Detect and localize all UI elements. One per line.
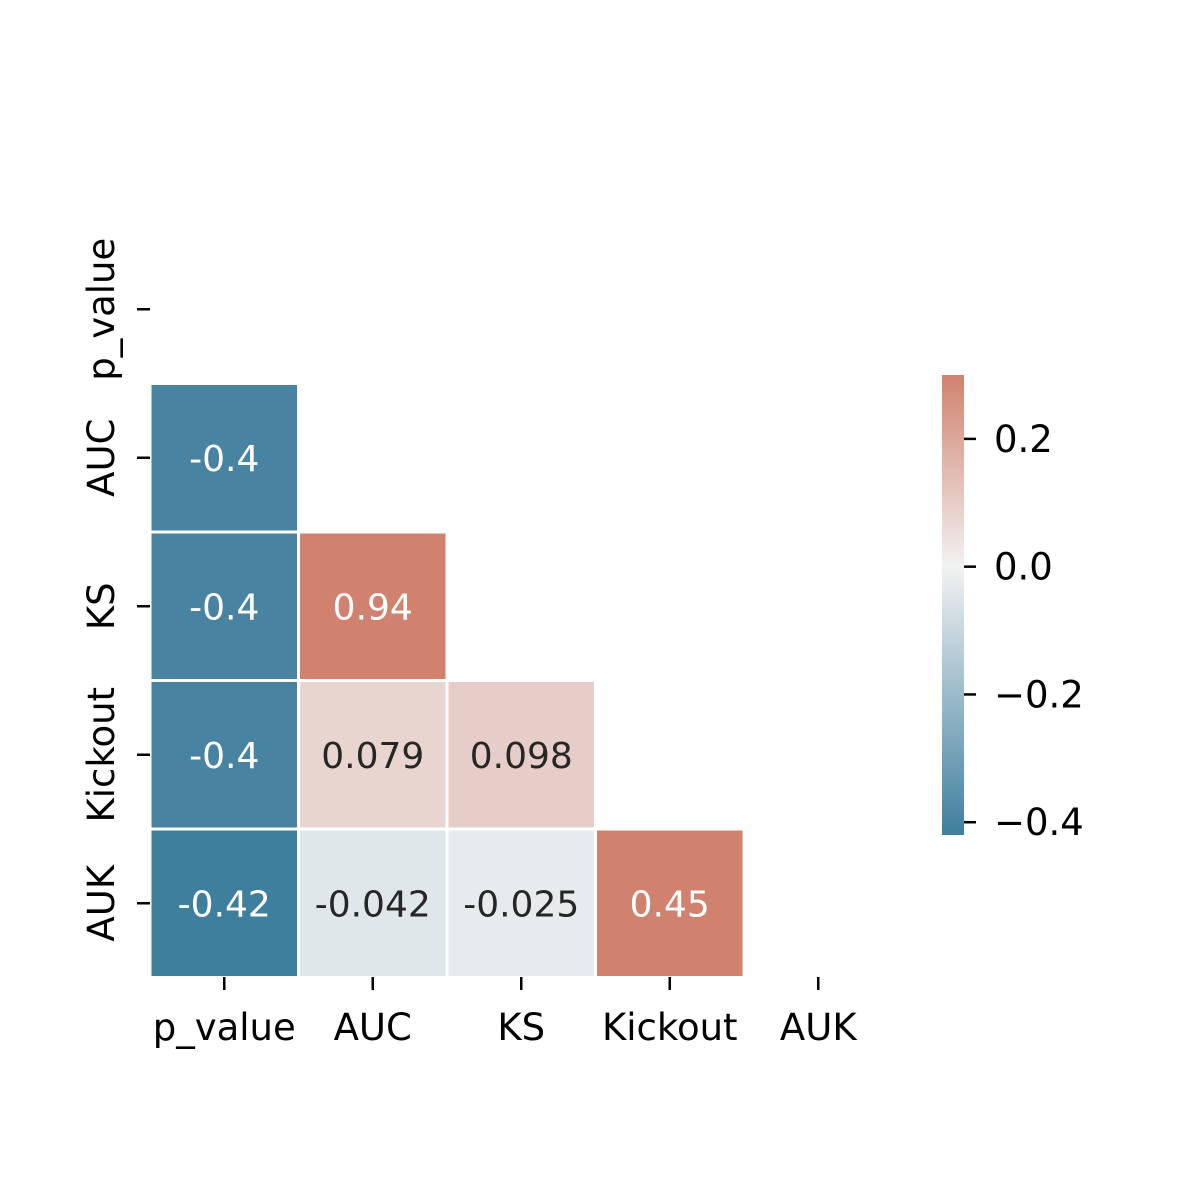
x-tick-label: AUK <box>780 1006 858 1049</box>
cell-value-label: -0.42 <box>178 884 271 925</box>
heatmap-cell <box>148 382 300 534</box>
x-tick-label: Kickout <box>602 1006 738 1049</box>
heatmap-cell <box>594 827 746 979</box>
heatmap-cell <box>297 827 449 979</box>
cell-value-label: -0.4 <box>189 736 259 777</box>
cell-value-label: -0.042 <box>315 884 431 925</box>
heatmap-cell <box>297 530 449 682</box>
y-tick-label: AUC <box>80 419 123 497</box>
colorbar-tick-label: −0.4 <box>994 801 1084 844</box>
heatmap-cell <box>148 530 300 682</box>
heatmap-cell <box>445 679 597 831</box>
cell-value-label: -0.4 <box>189 439 259 480</box>
cell-value-label: -0.4 <box>189 587 259 628</box>
y-tick-label: Kickout <box>80 687 123 823</box>
colorbar-tick-label: −0.2 <box>994 673 1084 716</box>
cell-value-label: -0.025 <box>463 884 579 925</box>
y-tick-label: KS <box>80 582 123 630</box>
y-tick-label: AUK <box>80 863 123 941</box>
y-tick-label: p_value <box>80 238 123 381</box>
cell-value-label: 0.45 <box>630 884 710 925</box>
x-tick-label: p_value <box>153 1006 296 1049</box>
cell-value-label: 0.098 <box>470 736 573 777</box>
colorbar-tick-label: 0.2 <box>994 418 1053 461</box>
colorbar-gradient <box>942 375 964 835</box>
cell-value-label: 0.079 <box>321 736 424 777</box>
cell-value-label: 0.94 <box>333 587 413 628</box>
colorbar: 0.2 0.0 −0.2 −0.4 <box>942 375 1084 844</box>
x-tick-label: KS <box>497 1006 545 1049</box>
heatmap-cells: -0.4 -0.4 0.94 -0.4 0.079 0.098 -0.42 -0.042 -0.… <box>148 382 746 979</box>
y-axis: p_value AUC KS Kickout AUK <box>80 238 150 942</box>
x-tick-label: AUC <box>334 1006 412 1049</box>
x-axis: p_value AUC KS Kickout AUK <box>153 977 858 1049</box>
colorbar-tick-label: 0.0 <box>994 546 1053 589</box>
